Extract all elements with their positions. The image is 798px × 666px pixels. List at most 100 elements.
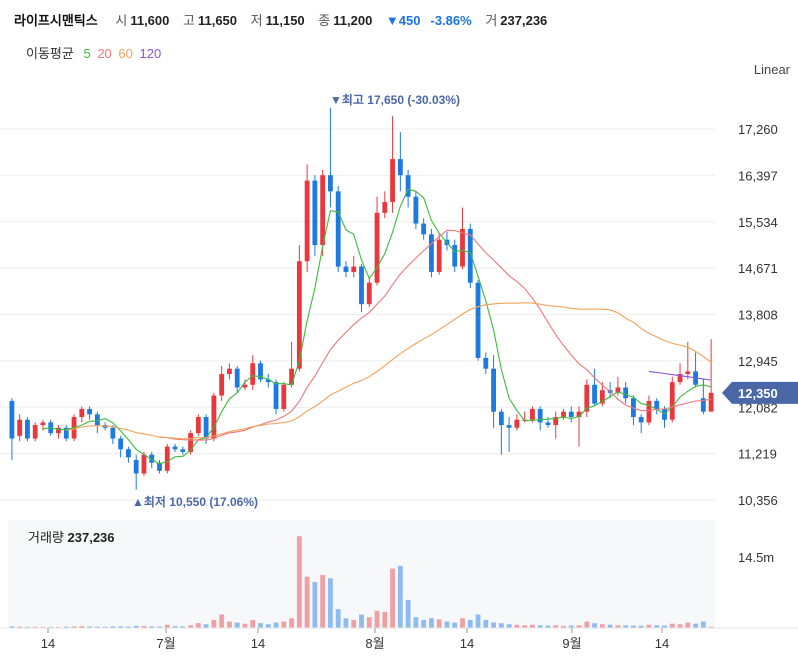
close-value: 11,200 bbox=[333, 13, 373, 28]
volume-bar bbox=[553, 625, 559, 628]
candle-body bbox=[211, 395, 217, 439]
candle-body bbox=[219, 374, 225, 396]
x-tick-label: 14 bbox=[460, 636, 474, 651]
volume-bar bbox=[662, 625, 667, 628]
volume-bar bbox=[413, 617, 419, 628]
candle-body bbox=[273, 382, 279, 409]
candle-body bbox=[56, 427, 61, 434]
volume-bar bbox=[700, 621, 706, 628]
volume-panel bbox=[8, 520, 715, 628]
volume-bar bbox=[157, 626, 162, 628]
candle-body bbox=[599, 390, 605, 404]
volume-bar bbox=[296, 536, 302, 628]
volume-bar bbox=[149, 626, 155, 628]
scale-mode-toggle[interactable]: Linear bbox=[753, 62, 790, 77]
ma60-label: 60 bbox=[118, 46, 133, 61]
volume-bar bbox=[498, 623, 504, 628]
y-tick-label: 12,082 bbox=[738, 400, 778, 415]
candle-body bbox=[289, 368, 294, 385]
volume-bar bbox=[32, 626, 38, 628]
current-price-label: 12,350 bbox=[738, 386, 778, 401]
candle-body bbox=[568, 411, 574, 418]
candle-body bbox=[397, 159, 403, 176]
volume-bar bbox=[483, 619, 489, 628]
volume-bar bbox=[164, 624, 170, 628]
volume-bar bbox=[615, 625, 621, 628]
volume-bar bbox=[351, 619, 357, 628]
volume-bar bbox=[281, 621, 287, 628]
candle-body bbox=[615, 387, 621, 393]
volume-bar bbox=[110, 626, 116, 628]
volume-bar bbox=[677, 624, 683, 628]
candle-body bbox=[436, 239, 442, 272]
candle-body bbox=[390, 159, 395, 203]
candle-body bbox=[40, 422, 46, 426]
volume-bar bbox=[631, 625, 636, 628]
volume-bar bbox=[685, 622, 691, 628]
volume-bar bbox=[444, 621, 450, 628]
volume-bar bbox=[491, 622, 496, 628]
y-tick-label: 14,671 bbox=[738, 261, 778, 276]
volume-value: 237,236 bbox=[500, 13, 548, 28]
volume-title-value: 237,236 bbox=[67, 530, 115, 545]
candle-body bbox=[180, 449, 186, 452]
volume-bar bbox=[530, 624, 535, 628]
volume-label: 거 bbox=[485, 13, 498, 28]
candle-body bbox=[483, 357, 489, 369]
candle-body bbox=[110, 427, 116, 439]
volume-bar bbox=[63, 626, 69, 628]
candle-body bbox=[320, 175, 326, 246]
candle-body bbox=[79, 408, 85, 418]
volume-bar bbox=[584, 621, 590, 628]
candle-body bbox=[304, 180, 310, 262]
candle-body bbox=[17, 419, 23, 436]
volume-bar bbox=[592, 623, 597, 628]
volume-bar bbox=[374, 610, 380, 628]
change-value: ▼450 bbox=[385, 13, 421, 28]
candle-body bbox=[343, 266, 349, 272]
open-label: 시 bbox=[115, 13, 128, 28]
candle-body bbox=[530, 408, 535, 420]
volume-bar bbox=[188, 625, 193, 628]
candle-body bbox=[514, 419, 520, 428]
volume-bar bbox=[126, 626, 131, 628]
volume-bar bbox=[638, 625, 644, 628]
volume-bar bbox=[693, 623, 698, 628]
candle-body bbox=[467, 228, 473, 283]
stock-name: 라이프시맨틱스 bbox=[14, 13, 98, 28]
candle-body bbox=[351, 266, 357, 272]
candle-body bbox=[203, 417, 209, 439]
candle-body bbox=[164, 446, 170, 471]
y-tick-label: 15,534 bbox=[738, 215, 778, 230]
volume-bar bbox=[141, 625, 147, 628]
volume-bar bbox=[366, 617, 372, 628]
candle-body bbox=[460, 228, 465, 267]
volume-bar bbox=[390, 568, 395, 628]
volume-bar bbox=[599, 624, 605, 628]
candle-body bbox=[638, 417, 644, 423]
volume-bar bbox=[79, 626, 85, 628]
candle-body bbox=[172, 446, 178, 450]
moving-average-legend[interactable]: 이동평균 5 20 60 120 bbox=[26, 43, 167, 62]
volume-bar bbox=[48, 626, 54, 628]
volume-bar bbox=[211, 619, 217, 628]
volume-bar bbox=[304, 576, 310, 628]
volume-bar bbox=[258, 623, 263, 628]
x-tick-label: 9월 bbox=[562, 636, 581, 651]
y-tick-label: 12,945 bbox=[738, 354, 778, 369]
candle-body bbox=[685, 371, 691, 375]
change-percent: -3.86% bbox=[430, 13, 472, 28]
candle-body bbox=[646, 400, 652, 423]
low-value: 11,150 bbox=[265, 13, 305, 28]
volume-bar bbox=[118, 626, 124, 628]
candle-body bbox=[328, 175, 333, 192]
candle-body bbox=[32, 425, 38, 439]
y-tick-label: 17,260 bbox=[738, 122, 778, 137]
ma20-label: 20 bbox=[97, 46, 112, 61]
volume-bar bbox=[436, 619, 442, 628]
volume-bar bbox=[133, 625, 139, 628]
candle-body bbox=[63, 427, 69, 439]
candle-body bbox=[281, 384, 287, 409]
candle-body bbox=[561, 411, 566, 418]
